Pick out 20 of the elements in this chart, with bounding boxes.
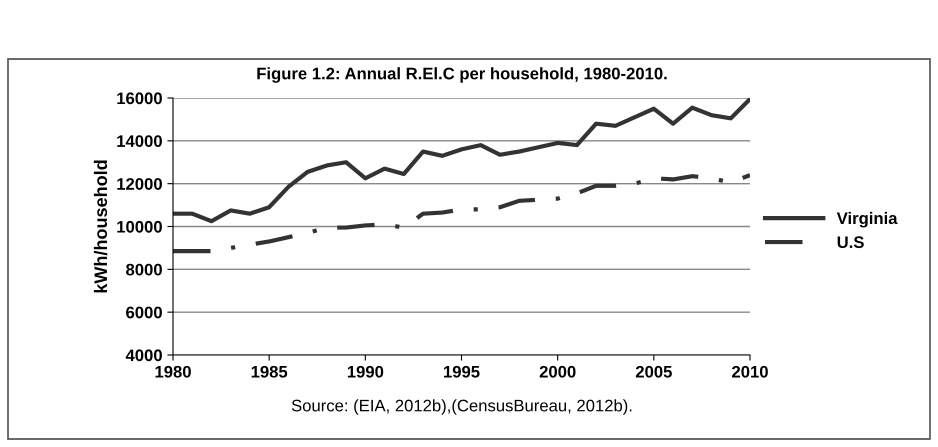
x-tick-label: 2000 <box>540 366 576 378</box>
x-tick-label: 1985 <box>252 366 288 378</box>
y-tick-label: 8000 <box>126 264 162 276</box>
y-tick-label: 14000 <box>117 135 162 148</box>
line-series <box>173 98 750 224</box>
x-tick-label: 1980 <box>156 366 191 378</box>
y-tick-label: 12000 <box>117 178 162 190</box>
y-tick-label: 6000 <box>126 306 162 318</box>
x-tick-label: 1990 <box>348 366 384 378</box>
legend-label: U.S <box>838 236 864 248</box>
source-note: Source: (EIA, 2012b),(CensusBureau, 2012b). <box>292 399 632 415</box>
y-axis-title: kWh/household <box>94 160 108 292</box>
y-tick-label: 10000 <box>117 220 162 233</box>
x-tick-label: 2010 <box>732 366 768 378</box>
y-tick-label: 16000 <box>117 92 162 104</box>
y-tick-label: 4000 <box>126 349 162 362</box>
legend-label: Virginia <box>836 212 898 228</box>
chart-title: Figure 1.2: Annual R.El.C per household, 1980-2010. <box>257 67 667 83</box>
x-tick-label: 2005 <box>636 366 672 378</box>
x-tick-label: 1995 <box>444 366 480 378</box>
